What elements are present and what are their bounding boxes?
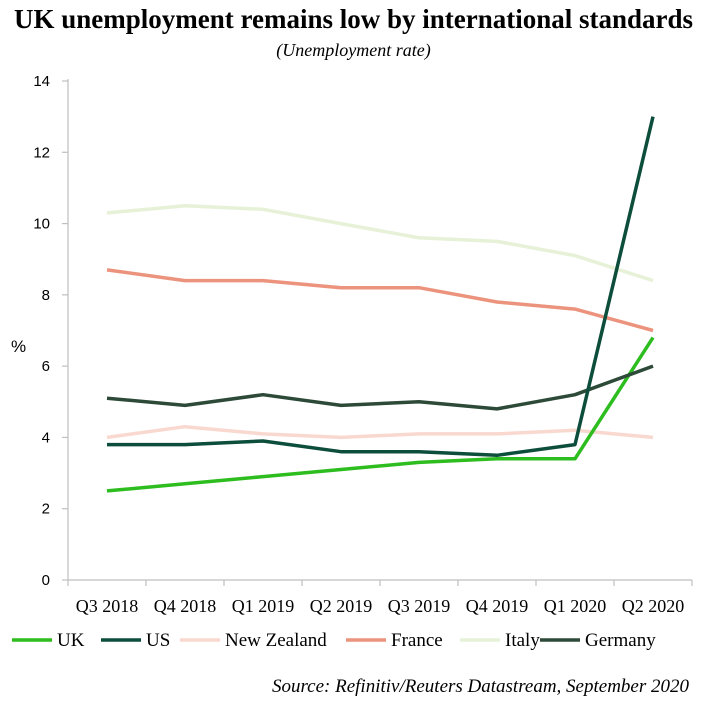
legend-item-germany: Germany [540, 630, 656, 651]
series-line-france [106, 268, 654, 333]
chart-subtitle: (Unemployment rate) [276, 40, 431, 60]
legend-label: UK [57, 630, 85, 651]
x-tick-label: Q4 2018 [154, 596, 217, 616]
y-tick-label: 8 [42, 287, 50, 304]
source-note: Source: Refinitiv/Reuters Datastream, Se… [271, 676, 689, 697]
y-tick-label: 10 [33, 216, 50, 233]
series-line-germany [106, 364, 654, 411]
series-line-new-zealand [106, 424, 654, 440]
x-tick-label: Q2 2019 [310, 596, 373, 616]
x-tick-label: Q2 2020 [622, 596, 685, 616]
legend-item-italy: Italy [460, 630, 540, 651]
y-tick-label: 14 [33, 73, 50, 90]
y-tick-label: 12 [33, 144, 50, 161]
y-tick-label: 0 [42, 572, 50, 589]
legend-label: Germany [585, 630, 656, 651]
series-line-italy [106, 204, 654, 283]
y-axis-label: % [11, 337, 26, 356]
x-tick-label: Q3 2019 [388, 596, 451, 616]
legend-label: New Zealand [225, 630, 327, 651]
legend-item-us: US [101, 630, 170, 651]
legend-item-uk: UK [12, 630, 85, 651]
y-tick-label: 2 [42, 501, 50, 518]
legend-label: Italy [505, 630, 540, 651]
series-line-uk [106, 336, 655, 493]
legend-item-france: France [346, 630, 443, 651]
chart-title: UK unemployment remains low by internati… [13, 4, 694, 34]
y-tick-label: 4 [42, 429, 50, 446]
x-tick-label: Q4 2019 [466, 596, 529, 616]
series-line-us [107, 116, 655, 458]
legend-label: France [391, 630, 443, 651]
y-tick-label: 6 [42, 358, 50, 375]
x-tick-label: Q3 2018 [76, 596, 139, 616]
x-tick-label: Q1 2019 [232, 596, 295, 616]
legend-item-new-zealand: New Zealand [180, 630, 327, 651]
x-tick-label: Q1 2020 [544, 596, 607, 616]
legend-label: US [146, 630, 170, 651]
